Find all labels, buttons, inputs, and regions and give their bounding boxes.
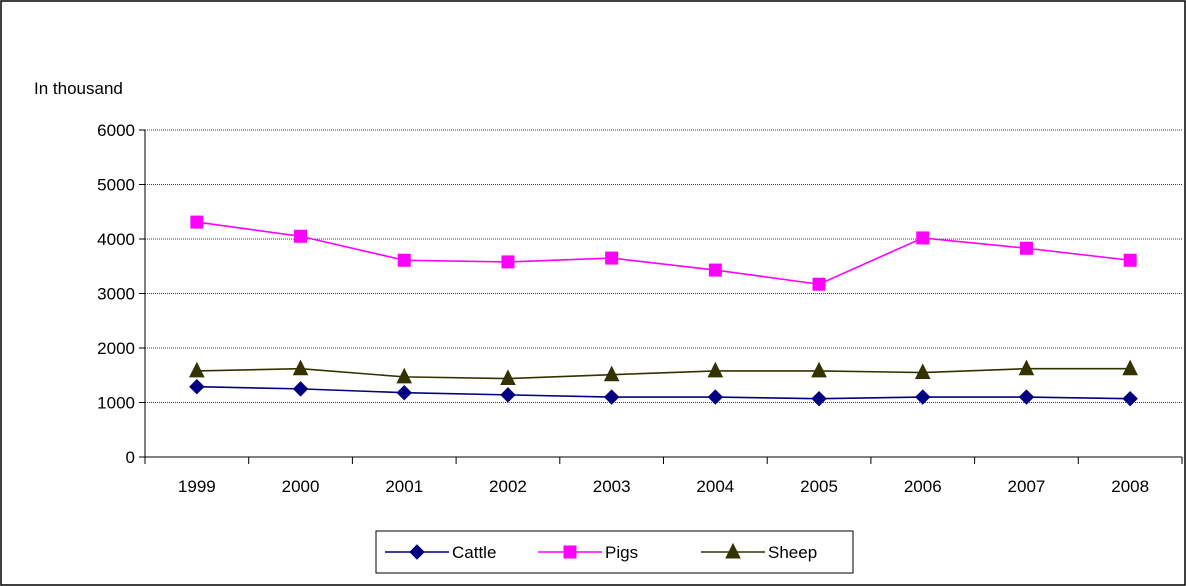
x-tick-label: 1999	[178, 477, 216, 496]
series-pigs	[190, 215, 1137, 291]
series	[189, 215, 1138, 407]
legend-label: Cattle	[452, 543, 496, 562]
data-point	[294, 229, 308, 243]
data-point	[811, 390, 827, 407]
legend-box	[375, 530, 854, 574]
data-point	[190, 215, 204, 229]
x-tick-label: 2005	[800, 477, 838, 496]
series-line	[196, 367, 1131, 380]
x-tick-label: 2003	[593, 477, 631, 496]
data-point	[189, 378, 205, 395]
legend-swatch-marker	[563, 545, 577, 559]
y-tick-label: 4000	[97, 230, 135, 249]
y-tick-label: 6000	[97, 121, 135, 140]
legend-swatch-marker	[725, 542, 741, 559]
legend-label: Sheep	[768, 543, 817, 562]
y-tick-label: 5000	[97, 176, 135, 195]
x-tick-label: 2008	[1111, 477, 1149, 496]
data-point	[1018, 359, 1035, 376]
y-tick-label: 1000	[97, 394, 135, 413]
x-tick-label: 2004	[696, 477, 734, 496]
data-point	[812, 277, 826, 291]
data-point	[1122, 359, 1138, 376]
series-line	[196, 385, 1131, 400]
data-point	[707, 361, 724, 378]
legend-swatch-marker	[409, 544, 425, 560]
legend: Cattle Pigs Sheep	[375, 530, 854, 574]
data-point	[915, 389, 931, 405]
y-tick-label: 3000	[97, 285, 135, 304]
gridlines	[145, 129, 1182, 403]
data-point	[1122, 390, 1138, 407]
x-tick-label: 2000	[282, 477, 320, 496]
series-sheep	[189, 359, 1138, 386]
data-point	[501, 255, 515, 269]
x-tick-label: 2001	[385, 477, 423, 496]
legend-entry: Cattle	[385, 543, 496, 562]
data-point	[500, 387, 516, 403]
x-tick-label: 2002	[489, 477, 527, 496]
legend-entry: Pigs	[538, 543, 638, 562]
legend-entry: Sheep	[701, 542, 817, 562]
y-axis-label: In thousand	[34, 79, 123, 98]
data-point	[707, 389, 724, 405]
data-point	[500, 369, 516, 386]
legend-label: Pigs	[605, 543, 638, 562]
y-tick-label: 0	[126, 448, 135, 467]
data-point	[396, 367, 413, 384]
data-point	[603, 389, 620, 405]
data-point	[292, 359, 309, 376]
series-cattle	[189, 378, 1138, 407]
data-point	[708, 263, 722, 277]
data-point	[811, 361, 827, 378]
data-point	[396, 384, 412, 401]
data-point	[189, 361, 205, 378]
x-tick-label: 2006	[904, 477, 942, 496]
data-point	[292, 381, 309, 397]
x-tick-label: 2007	[1008, 477, 1046, 496]
data-point	[605, 251, 619, 265]
y-tick-label: 2000	[97, 339, 135, 358]
series-line	[196, 221, 1131, 286]
axes: 0 1000 2000 3000 4000 5000 6000 1999 2000 2001 200…	[97, 121, 1183, 496]
data-point	[603, 365, 620, 382]
data-point	[1019, 241, 1033, 255]
data-point	[397, 253, 411, 267]
data-point	[916, 231, 930, 245]
data-point	[1123, 253, 1137, 267]
data-point	[1018, 389, 1035, 405]
data-point	[914, 363, 931, 380]
